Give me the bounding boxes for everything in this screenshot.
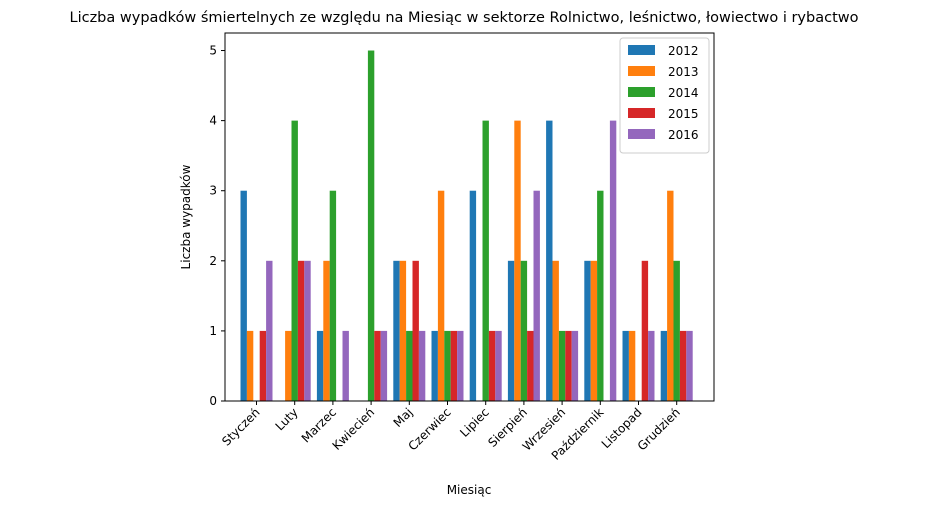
bar-2016-Lipiec bbox=[495, 330, 502, 401]
bar-2015-Styczeń bbox=[259, 330, 267, 401]
x-tick-label: Luty bbox=[273, 405, 301, 433]
x-axis-label: Miesiąc bbox=[447, 483, 492, 497]
bar-2014-Sierpień bbox=[520, 260, 528, 401]
bar-2012-Październik bbox=[584, 260, 591, 401]
x-tick-label: Maj bbox=[391, 405, 416, 430]
bar-2016-Marzec bbox=[342, 330, 349, 401]
bar-2013-Luty bbox=[285, 330, 292, 401]
y-tick-label: 4 bbox=[209, 114, 217, 128]
bar-2013-Maj bbox=[399, 260, 407, 401]
legend-swatch-2012 bbox=[628, 45, 655, 55]
bar-2016-Listopad bbox=[648, 330, 655, 401]
bar-2014-Czerwiec bbox=[444, 330, 451, 401]
bar-2012-Wrzesień bbox=[546, 120, 553, 402]
bar-2016-Luty bbox=[304, 260, 311, 401]
bars-group bbox=[240, 50, 693, 402]
legend-label-2013: 2013 bbox=[668, 65, 699, 79]
bar-2015-Sierpień bbox=[527, 330, 534, 401]
y-tick-label: 3 bbox=[209, 184, 217, 198]
chart-title: Liczba wypadków śmiertelnych ze względu … bbox=[69, 10, 858, 26]
bar-2012-Sierpień bbox=[507, 260, 515, 401]
bar-2013-Grudzień bbox=[667, 190, 674, 401]
bar-2015-Maj bbox=[412, 260, 419, 401]
bar-2016-Wrzesień bbox=[571, 330, 579, 401]
legend-label-2015: 2015 bbox=[668, 107, 699, 121]
legend-label-2012: 2012 bbox=[668, 44, 699, 58]
bar-2014-Grudzień bbox=[673, 260, 680, 401]
bar-2012-Grudzień bbox=[660, 330, 668, 401]
bar-2013-Czerwiec bbox=[437, 190, 445, 401]
bar-2014-Wrzesień bbox=[558, 330, 566, 401]
bar-2016-Maj bbox=[418, 330, 426, 401]
bar-2015-Grudzień bbox=[679, 330, 687, 401]
bar-2013-Wrzesień bbox=[552, 260, 559, 401]
x-tick-label: Lipiec bbox=[457, 405, 492, 440]
bar-2016-Kwiecień bbox=[380, 330, 388, 401]
legend-swatch-2016 bbox=[628, 129, 655, 139]
bar-2014-Lipiec bbox=[482, 120, 489, 402]
x-tick-label: Kwiecień bbox=[330, 405, 378, 453]
bar-2012-Lipiec bbox=[469, 190, 477, 401]
y-tick-label: 0 bbox=[209, 394, 217, 408]
y-tick-label: 2 bbox=[209, 254, 217, 268]
bar-2016-Grudzień bbox=[686, 330, 693, 401]
legend-swatch-2014 bbox=[628, 87, 655, 97]
bar-2015-Wrzesień bbox=[565, 330, 572, 401]
bar-2014-Maj bbox=[406, 330, 413, 401]
y-axis-label: Liczba wypadków bbox=[179, 164, 193, 269]
bar-2016-Październik bbox=[609, 120, 617, 402]
x-tick-label: Styczeń bbox=[219, 405, 262, 448]
y-tick-label: 1 bbox=[209, 324, 217, 338]
bar-2014-Kwiecień bbox=[367, 50, 375, 402]
bar-2016-Styczeń bbox=[266, 260, 273, 401]
legend-label-2016: 2016 bbox=[668, 128, 699, 142]
bar-2014-Październik bbox=[597, 190, 604, 401]
y-tick-label: 5 bbox=[209, 44, 217, 58]
bar-2014-Luty bbox=[291, 120, 298, 402]
bar-2015-Luty bbox=[297, 260, 305, 401]
bar-2015-Listopad bbox=[641, 260, 649, 401]
bar-2013-Listopad bbox=[628, 330, 636, 401]
plot-frame bbox=[224, 32, 715, 402]
bar-2012-Marzec bbox=[316, 330, 324, 401]
bar-2012-Styczeń bbox=[240, 190, 247, 401]
bar-2013-Sierpień bbox=[514, 120, 521, 402]
legend: 2012 2013 2014 2015 2016 bbox=[619, 37, 710, 154]
legend-label-2014: 2014 bbox=[668, 86, 699, 100]
y-axis: 0 1 2 3 4 5 bbox=[209, 44, 225, 408]
bar-2015-Kwiecień bbox=[374, 330, 381, 401]
bar-2015-Lipiec bbox=[488, 330, 496, 401]
bar-2013-Styczeń bbox=[246, 330, 254, 401]
bar-2015-Czerwiec bbox=[450, 330, 458, 401]
bar-2014-Marzec bbox=[329, 190, 337, 401]
bar-2012-Maj bbox=[393, 260, 400, 401]
bar-2012-Listopad bbox=[622, 330, 629, 401]
legend-swatch-2013 bbox=[628, 66, 655, 76]
bar-2016-Czerwiec bbox=[457, 330, 464, 401]
bar-2013-Październik bbox=[590, 260, 598, 401]
bar-2012-Czerwiec bbox=[431, 330, 438, 401]
bar-2016-Sierpień bbox=[533, 190, 540, 401]
legend-swatch-2015 bbox=[628, 108, 655, 118]
bar-2013-Marzec bbox=[323, 260, 330, 401]
